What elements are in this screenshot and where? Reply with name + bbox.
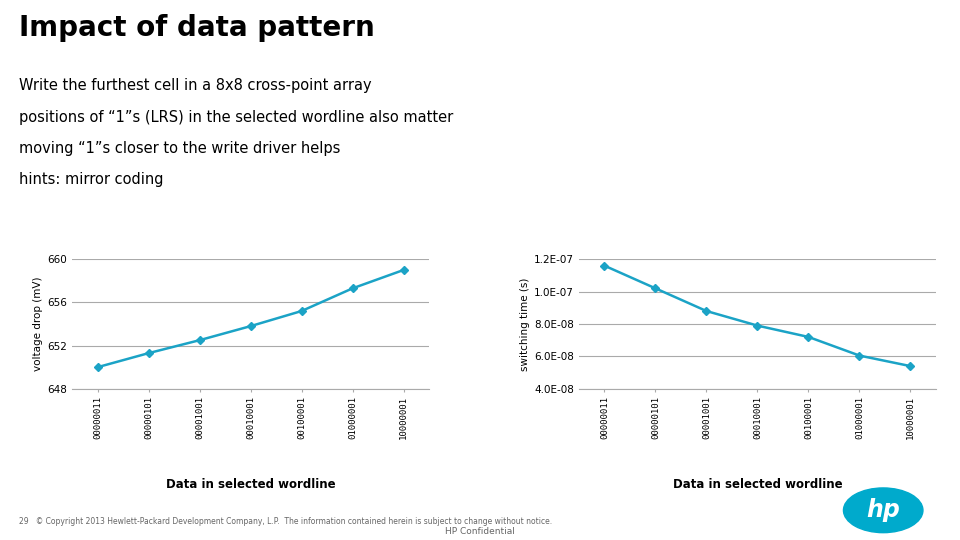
Text: HP Confidential: HP Confidential	[445, 526, 515, 536]
Text: hints: mirror coding: hints: mirror coding	[19, 172, 164, 187]
Y-axis label: voltage drop (mV): voltage drop (mV)	[33, 276, 43, 372]
Text: hp: hp	[866, 498, 900, 522]
Y-axis label: switching time (s): switching time (s)	[520, 278, 530, 370]
Text: 29   © Copyright 2013 Hewlett-Packard Development Company, L.P.  The information: 29 © Copyright 2013 Hewlett-Packard Deve…	[19, 517, 552, 526]
X-axis label: Data in selected wordline: Data in selected wordline	[166, 478, 335, 491]
Text: positions of “1”s (LRS) in the selected wordline also matter: positions of “1”s (LRS) in the selected …	[19, 110, 453, 125]
X-axis label: Data in selected wordline: Data in selected wordline	[673, 478, 842, 491]
Circle shape	[844, 488, 923, 532]
Text: Write the furthest cell in a 8x8 cross-point array: Write the furthest cell in a 8x8 cross-p…	[19, 78, 372, 93]
Text: Impact of data pattern: Impact of data pattern	[19, 14, 375, 42]
Text: moving “1”s closer to the write driver helps: moving “1”s closer to the write driver h…	[19, 141, 341, 156]
